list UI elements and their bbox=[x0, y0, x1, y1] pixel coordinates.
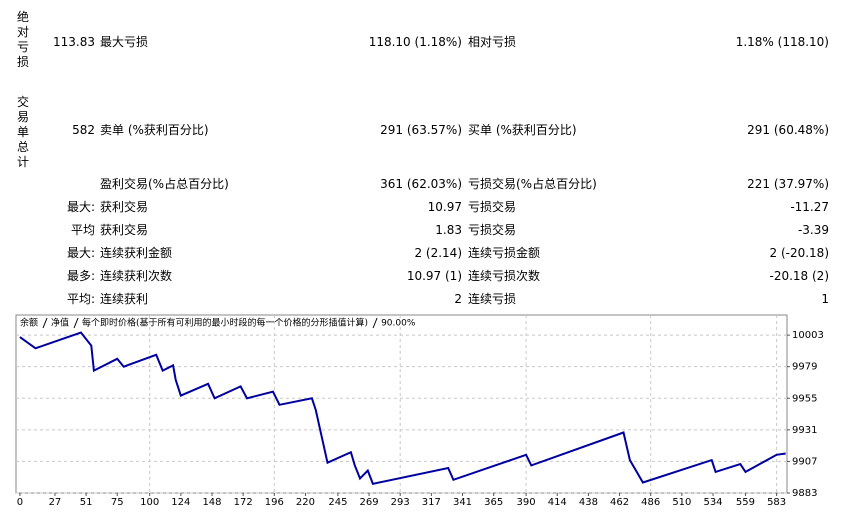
legend-text: 每个即时价格(基于所有可利用的最小时段的每一个价格的分形插值计算) bbox=[82, 317, 368, 329]
stat-value: 582 bbox=[72, 123, 95, 137]
legend-separator bbox=[372, 317, 378, 329]
x-tick-label: 365 bbox=[484, 497, 503, 508]
stat-value: 2 (-20.18) bbox=[769, 246, 830, 260]
x-tick-label: 390 bbox=[517, 497, 536, 508]
legend-text: 余额 bbox=[20, 317, 38, 329]
x-tick-label: 438 bbox=[579, 497, 598, 508]
stat-label: 最大亏损 bbox=[100, 35, 149, 49]
stat-value: 平均: bbox=[66, 292, 95, 306]
x-tick-label: 414 bbox=[548, 497, 567, 508]
stat-label: 连续获利次数 bbox=[100, 269, 173, 283]
x-tick-label: 51 bbox=[80, 497, 93, 508]
stat-value: 10.97 (1) bbox=[406, 269, 462, 283]
y-tick-label: 9931 bbox=[792, 425, 817, 436]
x-tick-label: 196 bbox=[265, 497, 284, 508]
x-tick-label: 172 bbox=[234, 497, 253, 508]
x-tick-label: 534 bbox=[703, 497, 722, 508]
x-tick-label: 341 bbox=[453, 497, 472, 508]
x-tick-label: 124 bbox=[171, 497, 190, 508]
stat-label: 盈利交易(%占总百分比) bbox=[100, 177, 229, 191]
y-tick-label: 9907 bbox=[792, 456, 817, 467]
stat-value: 1 bbox=[821, 292, 829, 306]
stat-label: 买单 (%获利百分比) bbox=[468, 123, 577, 137]
x-tick-label: 583 bbox=[767, 497, 786, 508]
stat-label: 获利交易 bbox=[100, 200, 149, 214]
stat-value: 291 (63.57%) bbox=[380, 123, 462, 137]
x-tick-label: 510 bbox=[672, 497, 691, 508]
stat-value: -3.39 bbox=[797, 223, 829, 237]
stat-value: 118.10 (1.18%) bbox=[368, 35, 462, 49]
stat-value: 最大: bbox=[66, 200, 95, 214]
stat-value: 1.18% (118.10) bbox=[735, 35, 829, 49]
y-tick-label: 10003 bbox=[792, 330, 824, 341]
y-tick-label: 9955 bbox=[792, 393, 817, 404]
x-tick-label: 220 bbox=[296, 497, 315, 508]
x-tick-label: 245 bbox=[328, 497, 347, 508]
x-tick-label: 100 bbox=[140, 497, 159, 508]
stat-label: 连续亏损次数 bbox=[468, 269, 541, 283]
stat-value: 361 (62.03%) bbox=[380, 177, 462, 191]
legend-separator bbox=[42, 317, 48, 329]
stat-value: -20.18 (2) bbox=[769, 269, 830, 283]
x-tick-label: 317 bbox=[422, 497, 441, 508]
stat-label: 连续获利 bbox=[100, 292, 149, 306]
stat-value: 221 (37.97%) bbox=[747, 177, 829, 191]
legend-separator bbox=[73, 317, 79, 329]
x-tick-label: 27 bbox=[49, 497, 62, 508]
stat-label: 相对亏损 bbox=[468, 35, 517, 49]
stat-value: 平均 bbox=[70, 223, 95, 237]
stat-value: 10.97 bbox=[427, 200, 462, 214]
x-tick-label: 269 bbox=[360, 497, 379, 508]
stat-label: 亏损交易(%占总百分比) bbox=[468, 177, 597, 191]
side-label: 绝对亏损 bbox=[16, 10, 29, 69]
stat-label: 亏损交易 bbox=[468, 223, 517, 237]
y-tick-label: 9883 bbox=[792, 488, 817, 499]
stat-value: 最大: bbox=[66, 246, 95, 260]
legend-text: 净值 bbox=[51, 317, 69, 329]
y-tick-label: 9979 bbox=[792, 362, 817, 373]
stat-value: 291 (60.48%) bbox=[747, 123, 829, 137]
x-tick-label: 486 bbox=[641, 497, 660, 508]
stat-value: 最多: bbox=[66, 269, 95, 283]
stat-label: 连续亏损 bbox=[468, 292, 517, 306]
x-tick-label: 75 bbox=[111, 497, 124, 508]
stat-label: 连续亏损金额 bbox=[468, 246, 541, 260]
stat-label: 连续获利金额 bbox=[100, 246, 173, 260]
legend-text: 90.00% bbox=[381, 319, 416, 329]
plot-frame bbox=[15, 314, 788, 494]
stat-value: 1.83 bbox=[435, 223, 462, 237]
x-tick-label: 293 bbox=[391, 497, 410, 508]
stat-value: 2 bbox=[454, 292, 462, 306]
balance-line bbox=[19, 331, 786, 485]
stat-label: 获利交易 bbox=[100, 223, 149, 237]
x-tick-label: 0 bbox=[17, 497, 23, 508]
side-label: 交易单总计 bbox=[16, 95, 29, 169]
stat-label: 亏损交易 bbox=[468, 200, 517, 214]
stat-value: 2 (2.14) bbox=[414, 246, 462, 260]
x-tick-label: 559 bbox=[736, 497, 755, 508]
x-tick-label: 148 bbox=[202, 497, 221, 508]
stat-value: 113.83 bbox=[53, 35, 95, 49]
stat-value: -11.27 bbox=[790, 200, 829, 214]
stat-label: 卖单 (%获利百分比) bbox=[100, 123, 209, 137]
x-tick-label: 462 bbox=[610, 497, 629, 508]
